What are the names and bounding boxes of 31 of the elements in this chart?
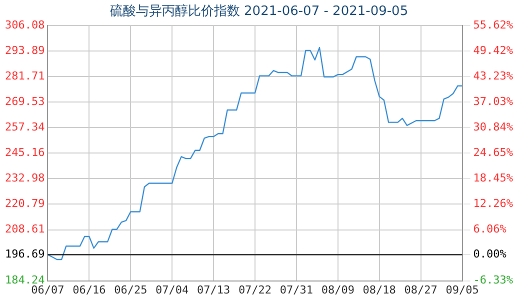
chart-title: 硫酸与异丙醇比价指数 2021-06-07 - 2021-09-05 <box>110 4 408 20</box>
y-tick-label: 232.98 <box>4 172 45 185</box>
y-tick-label: 196.69 <box>4 248 45 261</box>
x-tick-label: 06/07 <box>31 283 64 296</box>
x-tick-label: 07/13 <box>196 283 230 296</box>
y2-tick-label: 0.00% <box>473 248 507 261</box>
y-tick-label: 220.79 <box>4 197 45 210</box>
x-tick-label: 06/25 <box>114 283 148 296</box>
y2-tick-label: 12.26% <box>473 197 514 210</box>
y2-tick-label: 6.06% <box>473 222 507 236</box>
y-tick-label: 269.53 <box>4 95 45 108</box>
y2-tick-label: 30.84% <box>473 120 514 134</box>
x-tick-label: 07/04 <box>156 283 190 296</box>
y2-tick-label: 24.65% <box>473 146 514 160</box>
y-tick-label: 281.71 <box>4 70 45 83</box>
x-tick-label: 07/31 <box>280 283 314 296</box>
y-tick-label: 293.89 <box>4 44 45 57</box>
y-tick-label: 208.61 <box>4 222 45 236</box>
x-tick-label: 08/09 <box>321 283 354 296</box>
y2-tick-label: 18.45% <box>473 172 514 185</box>
y-tick-label: 257.34 <box>4 120 46 134</box>
y2-tick-label: 49.42% <box>473 44 514 57</box>
x-tick-label: 07/22 <box>238 283 272 296</box>
y-tick-label: 245.16 <box>4 146 45 160</box>
x-tick-label: 08/27 <box>404 283 438 296</box>
y2-tick-label: 55.62% <box>473 18 514 32</box>
y2-tick-label: 43.23% <box>473 70 514 82</box>
x-tick-label: 08/18 <box>362 283 396 296</box>
x-tick-label: 06/16 <box>72 283 106 296</box>
y-tick-label: 306.08 <box>4 18 45 32</box>
y2-tick-label: 37.03% <box>473 95 514 108</box>
